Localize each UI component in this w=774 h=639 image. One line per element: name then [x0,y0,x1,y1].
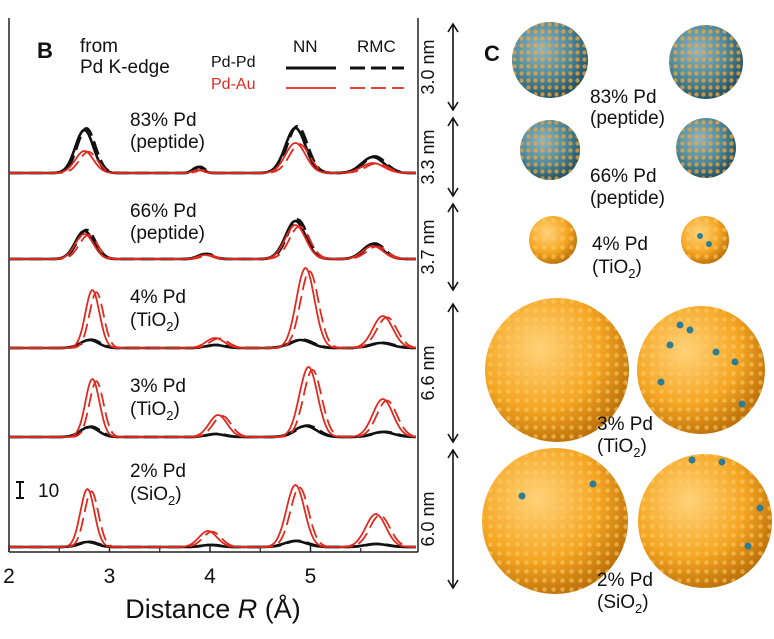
c-label-1-support: (peptide) [590,108,665,129]
source-line-1: from [80,36,118,57]
size-label-2: 3.3 nm [418,129,438,184]
legend-pdau-label: Pd-Au [211,76,255,93]
trace-sample-3-pdau-rmc [9,270,417,349]
arrow-head [447,116,459,127]
arrow-head [447,22,459,33]
c-label-3-support: (TiO2) [592,257,642,281]
particle-66-right [676,118,736,178]
scale-bar-label: 10 [38,481,59,502]
sample-3-support: (TiO2) [130,310,180,334]
arrow-head [447,202,459,213]
legend-col-nn: NN [293,37,318,56]
c-label-5-support: (SiO2) [597,592,649,616]
c-label-1: 83% Pd [590,87,657,108]
sample-5-label: 2% Pd [130,461,186,482]
arrow-head [447,302,459,313]
sample-4-label: 3% Pd [130,376,186,397]
x-tick-label: 3 [104,565,116,588]
x-axis-title: Distance R (Å) [125,593,301,624]
arrow-head [447,579,459,590]
panel-b-chart: 2 3 4 5 B from Pd K-edge NN RMC Pd-Pd Pd-Au… [3,18,419,624]
traces [9,124,417,549]
size-arrows: 3.0 nm 3.3 nm 3.7 nm 6.6 nm 6.0 nm [418,22,459,590]
particle-66-left [520,120,580,180]
panel-c-models: C 3.0 nm 3.3 nm 3.7 nm 6.6 nm 6.0 nm [418,22,772,616]
arrow-head [447,433,459,444]
arrow-head [447,101,459,112]
arrow-head [447,448,459,459]
sample-1-label: 83% Pd [130,110,197,131]
particle-83-right [669,25,743,99]
x-tick-label: 5 [305,565,317,588]
sample-labels: 83% Pd (peptide) 66% Pd (peptide) 4% Pd … [130,110,205,508]
c-label-4: 3% Pd [597,414,653,435]
sample-3-label: 4% Pd [130,287,186,308]
arrow-head [447,281,459,292]
panel-b-letter: B [37,38,53,63]
legend-pdpd-label: Pd-Pd [211,54,255,71]
trace-sample-3-pdau-nn [9,266,417,349]
trace-sample-5-pdau-rmc [9,486,417,548]
trace-sample-1-pdau-rmc [9,143,416,174]
sample-2-label: 66% Pd [130,201,197,222]
size-label-3: 3.7 nm [418,219,438,274]
c-label-2: 66% Pd [590,166,657,187]
sample-2-support: (peptide) [130,223,205,244]
size-label-1: 3.0 nm [418,39,438,94]
sample-1-support: (peptide) [130,132,205,153]
x-tick-label: 2 [3,565,15,588]
particle-2-right [638,454,772,588]
particle-labels: 83% Pd (peptide) 66% Pd (peptide) 4% Pd … [590,87,665,616]
size-label-5: 6.0 nm [418,491,438,546]
size-label-4: 6.6 nm [418,345,438,400]
particle-models [482,22,772,594]
c-label-3: 4% Pd [592,234,648,255]
legend: NN RMC Pd-Pd Pd-Au [211,37,404,93]
sample-4-support: (TiO2) [130,399,180,423]
trace-sample-4-pdau-rmc [9,368,417,438]
c-label-2-support: (peptide) [590,188,665,209]
panel-c-letter: C [484,41,500,66]
arrow-head [447,187,459,198]
particle-4-right [681,216,729,264]
c-label-5: 2% Pd [597,570,653,591]
particle-4-left [529,216,577,264]
particle-2-left [482,448,628,594]
trace-sample-5-pdau-nn [9,484,416,548]
legend-col-rmc: RMC [357,37,396,56]
scale-bar: 10 [16,481,59,502]
x-tick-label: 4 [204,565,216,588]
trace-sample-2-pdau-rmc [9,225,416,260]
particle-3-left [485,298,629,442]
sample-5-support: (SiO2) [130,484,182,508]
c-label-4-support: (TiO2) [597,436,647,460]
particle-3-right [637,306,765,434]
source-line-2: Pd K-edge [80,57,170,78]
particle-83-left [512,22,588,98]
trace-sample-4-pdau-nn [9,366,416,438]
